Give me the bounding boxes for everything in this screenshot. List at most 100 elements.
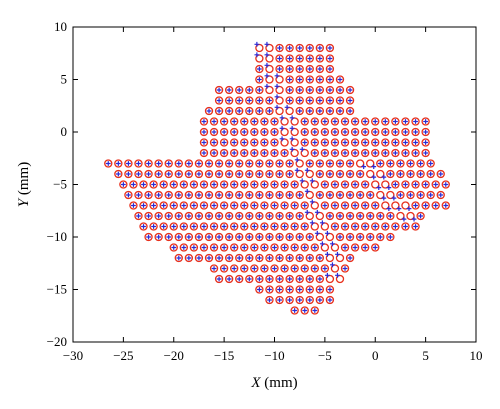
data-point-circle [350,148,360,158]
data-point-cross [216,171,222,177]
data-point-circle [275,190,284,200]
data-point-cross [236,98,242,103]
data-point-circle [310,117,319,126]
data-point-cross [277,56,282,61]
data-point-cross [347,87,353,93]
data-point-cross [267,192,272,198]
data-point-circle [255,54,264,63]
data-point-cross [327,287,333,292]
data-point-cross [226,234,232,240]
data-point-cross [433,203,439,208]
data-point-cross [297,276,303,282]
data-point-circle [325,64,335,74]
data-point-cross [294,167,300,173]
data-point-cross [105,161,111,166]
data-point-cross [307,66,313,72]
data-point-cross [146,192,151,198]
data-point-cross [362,150,368,156]
data-point-cross [272,119,277,124]
data-point-circle [310,264,319,273]
data-point-cross [277,287,282,292]
data-point-circle [230,180,239,189]
data-point-circle [174,169,183,179]
data-point-circle [144,190,153,200]
data-point-cross [438,171,444,177]
data-point-circle [184,211,194,221]
x-tick-label: 10 [470,348,483,363]
data-point-cross [136,213,141,219]
data-point-cross [307,108,313,114]
data-point-cross [282,266,287,271]
data-point-cross [171,224,177,229]
data-point-cross [347,192,353,198]
data-point-circle [310,201,319,210]
data-point-circle [224,159,234,168]
x-tick-label: −30 [63,348,83,363]
data-point-circle [421,117,430,126]
data-point-circle [360,127,370,137]
data-point-cross [322,119,328,124]
data-point-circle [305,285,314,294]
data-point-cross [413,140,418,145]
data-point-cross [279,115,285,121]
data-point-circle [305,106,314,116]
x-tick-label: 0 [372,348,379,363]
data-point-cross [297,213,303,219]
data-point-cross [377,161,383,166]
data-point-cross [256,234,262,240]
data-point-cross [206,234,212,240]
data-point-circle [154,169,163,179]
data-point-cross [201,129,207,135]
data-point-cross [377,234,383,240]
data-point-circle [189,180,199,189]
data-point-cross [396,206,402,212]
data-point-cross [342,245,348,250]
data-point-circle [305,253,314,263]
data-point-cross [302,308,308,313]
data-point-circle [366,232,375,242]
data-point-circle [371,138,380,147]
data-point-circle [240,264,249,273]
data-point-circle [345,169,355,179]
data-point-circle [315,295,325,305]
data-point-circle [260,201,269,210]
data-point-circle [396,190,405,200]
data-point-circle [325,159,335,168]
data-point-circle [265,43,274,53]
data-point-circle [416,169,425,179]
data-point-circle [250,201,259,210]
data-point-circle [406,190,415,200]
data-point-cross [307,276,313,282]
data-point-cross [231,182,237,187]
data-point-circle [330,222,340,231]
data-point-circle [199,180,209,189]
data-point-circle [376,232,385,242]
data-point-circle [345,253,355,263]
data-point-circle [360,222,370,231]
data-point-cross [322,203,328,208]
data-point-cross [251,119,257,124]
data-point-cross [330,262,335,268]
data-point-circle [265,85,274,95]
data-point-circle [320,127,330,137]
data-point-cross [166,234,172,240]
data-point-cross [307,56,313,61]
data-point-circle [340,148,350,158]
data-point-circle [255,190,264,200]
data-point-circle [345,211,355,221]
data-point-circle [350,180,360,189]
x-axis-variable: X [250,375,261,391]
data-point-circle [290,201,299,210]
data-point-circle [310,180,319,189]
data-point-circle [235,169,244,179]
data-point-circle [381,138,390,147]
data-point-cross [206,213,212,219]
data-point-circle [421,201,430,210]
data-point-circle [386,232,395,242]
data-point-circle [204,211,214,221]
data-point-cross [347,234,353,240]
data-point-circle [129,180,138,189]
data-point-circle [224,190,234,200]
data-point-cross [337,87,343,93]
data-point-circle [350,222,360,231]
